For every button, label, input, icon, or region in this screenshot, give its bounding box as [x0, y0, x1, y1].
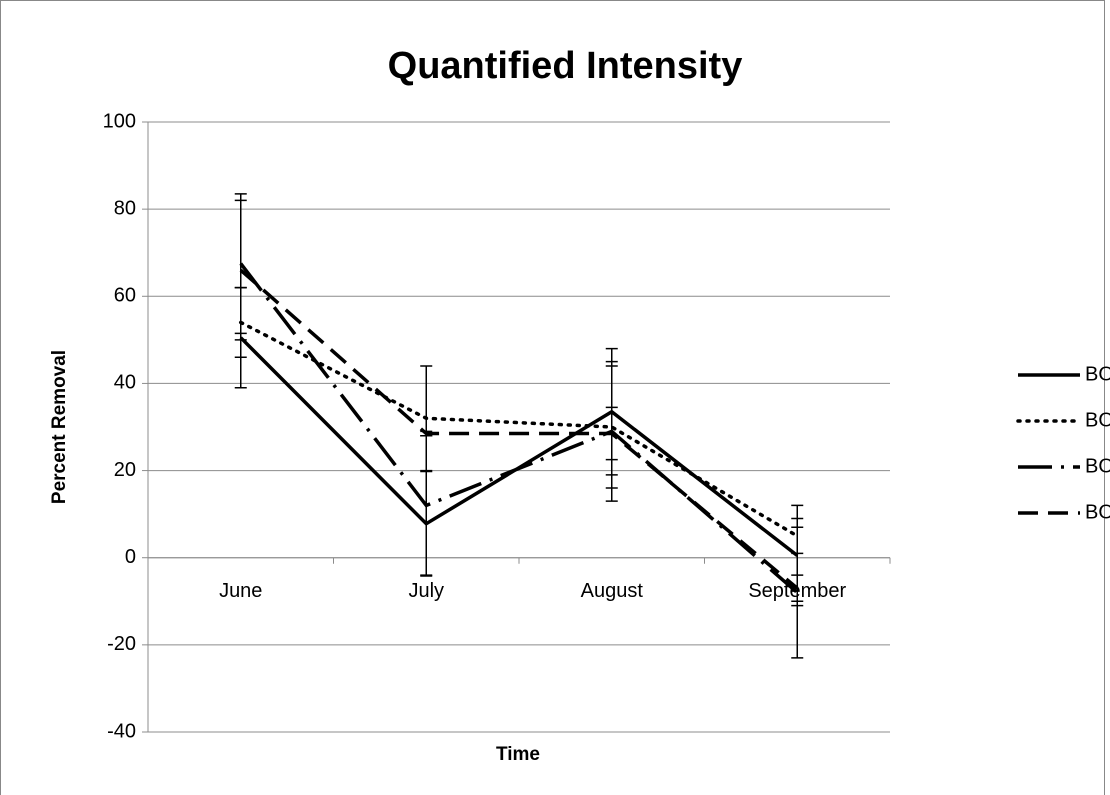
error-bar [605, 406, 618, 461]
y-tick-label: 20 [114, 459, 136, 481]
y-tick-label: 0 [125, 546, 136, 568]
x-tick-label: August [581, 580, 644, 602]
y-tick-label: 100 [103, 110, 136, 132]
y-tick-label: 40 [114, 372, 136, 394]
chart-title: Quantified Intensity [388, 45, 743, 87]
y-axis-title: Percent Removal [49, 350, 70, 504]
error-bar [791, 574, 804, 603]
x-tick-label: July [408, 580, 444, 602]
legend-label: BOGRm [1085, 363, 1110, 385]
legend-label: BOISm [1085, 455, 1110, 477]
error-bar [234, 199, 247, 341]
legend-label: BOISu [1085, 501, 1110, 523]
y-tick-label: -40 [107, 720, 136, 742]
series-line [239, 268, 799, 590]
legend-label: BOGRu [1085, 409, 1110, 431]
x-tick-label: June [219, 580, 262, 602]
y-tick-label: -20 [107, 633, 136, 655]
y-tick-label: 80 [114, 197, 136, 219]
y-tick-label: 60 [114, 285, 136, 307]
error-bar [420, 430, 433, 437]
x-axis-title: Time [496, 744, 540, 765]
